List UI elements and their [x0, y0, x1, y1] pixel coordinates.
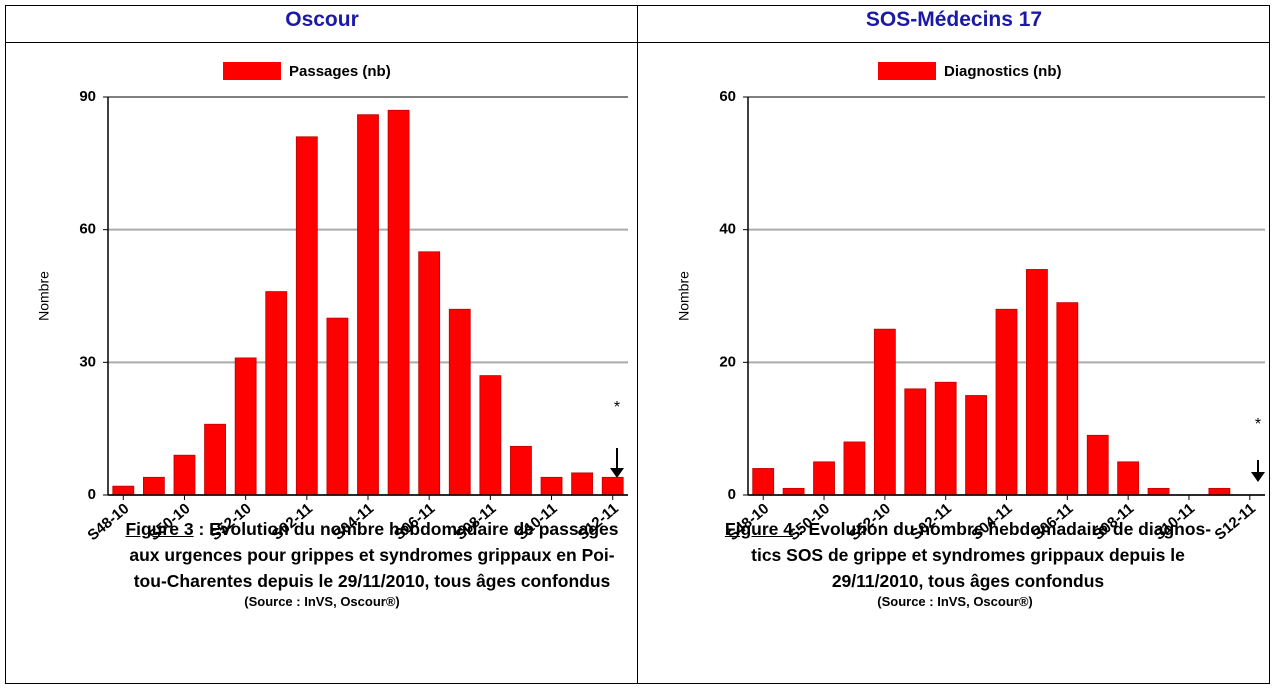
divider — [5, 42, 1270, 43]
bar — [234, 357, 257, 496]
caption-line: tics SOS de grippe et syndromes grippaux… — [751, 545, 1185, 565]
caption-line: Figure 3 : Evolution du nombre hebdomada… — [72, 516, 672, 542]
source: (Source : InVS, Oscour®) — [244, 594, 400, 609]
bar — [295, 136, 318, 496]
figure-label: Figure 3 — [125, 519, 194, 539]
bar — [357, 114, 379, 496]
divider — [637, 5, 638, 684]
x-tick-label: S10-11 — [1151, 500, 1198, 544]
bar — [510, 445, 532, 496]
bar — [965, 395, 987, 496]
bar — [782, 487, 805, 496]
bar — [479, 375, 502, 496]
panel-title: SOS-Médecins 17 — [865, 8, 1043, 31]
y-axis-label: Nombre — [676, 271, 692, 321]
x-tick-label: S04-11 — [330, 500, 377, 544]
bar — [843, 441, 866, 496]
y-tick-label: 0 — [88, 486, 96, 503]
x-tick-label: S50-10 — [146, 500, 194, 544]
x-tick-label: S50-10 — [785, 500, 833, 544]
x-tick-label: S10-11 — [513, 500, 560, 544]
arrow-head — [1251, 472, 1265, 482]
bar — [1117, 461, 1140, 496]
x-tick-label: S02-11 — [907, 500, 954, 544]
legend-label: Diagnostics (nb) — [944, 63, 1062, 80]
bar — [873, 328, 896, 496]
caption-text: : Evolution du nombre hebdomadaire de pa… — [198, 519, 619, 539]
y-tick-label: 90 — [79, 88, 96, 105]
caption-line: aux urgences pour grippes et syndromes g… — [129, 545, 615, 565]
bar — [326, 317, 349, 496]
y-tick-label: 60 — [719, 88, 736, 105]
bar — [142, 476, 165, 496]
bar — [387, 109, 410, 496]
legend-swatch — [223, 62, 281, 80]
y-tick-label: 60 — [79, 221, 96, 238]
legend-swatch — [878, 62, 936, 80]
caption-line: tou-Charentes depuis le 29/11/2010, tous… — [133, 571, 611, 591]
y-axis-label: Nombre — [36, 271, 52, 321]
x-tick-label: S48-10 — [84, 500, 132, 544]
caption-text: : Evolution du nombre hebdomadaire de di… — [797, 519, 1212, 539]
source: (Source : InVS, Oscour®) — [877, 594, 1033, 609]
bar — [1147, 487, 1170, 496]
bar — [1056, 302, 1079, 496]
annotation: * — [1255, 416, 1261, 433]
x-tick-label: S06-11 — [391, 500, 438, 544]
bar — [265, 291, 288, 496]
bar — [571, 472, 594, 496]
bar — [752, 468, 775, 496]
bar — [813, 461, 835, 496]
legend-label: Passages (nb) — [289, 63, 391, 80]
bar — [204, 423, 226, 496]
bar — [1086, 434, 1109, 496]
bar — [1026, 269, 1048, 496]
x-tick-label: S52-10 — [207, 500, 255, 544]
x-tick-label: S04-11 — [968, 500, 1015, 544]
panel-title: Oscour — [285, 8, 359, 31]
x-tick-label: S12-11 — [1212, 500, 1259, 544]
bar — [173, 454, 196, 496]
bar — [995, 308, 1018, 496]
bar — [601, 476, 624, 496]
x-tick-label: S08-11 — [452, 500, 499, 544]
x-tick-label: S48-10 — [724, 500, 772, 544]
bar — [1208, 487, 1231, 496]
arrow-head — [610, 468, 624, 478]
caption-line: 29/11/2010, tous âges confondus — [831, 571, 1105, 591]
y-tick-label: 40 — [719, 221, 736, 238]
x-tick-label: S06-11 — [1029, 500, 1076, 544]
y-tick-label: 30 — [79, 353, 96, 370]
bar — [448, 308, 471, 496]
bar — [540, 476, 563, 496]
caption-line: Figure 4 : Evolution du nombre hebdomada… — [668, 516, 1268, 542]
x-tick-label: S02-11 — [269, 500, 316, 544]
bar — [934, 381, 957, 496]
x-tick-label: S52-10 — [846, 500, 894, 544]
y-tick-label: 0 — [728, 486, 736, 503]
annotation: * — [614, 399, 620, 416]
y-tick-label: 20 — [719, 353, 736, 370]
bar — [904, 388, 927, 496]
caption: Figure 4 : Evolution du nombre hebdomada… — [668, 516, 1268, 610]
caption: Figure 3 : Evolution du nombre hebdomada… — [72, 516, 672, 610]
figure-label: Figure 4 — [724, 519, 793, 539]
bar — [112, 485, 135, 496]
x-tick-label: S08-11 — [1090, 500, 1137, 544]
bar — [418, 251, 441, 496]
x-tick-label: S12-11 — [574, 500, 621, 544]
